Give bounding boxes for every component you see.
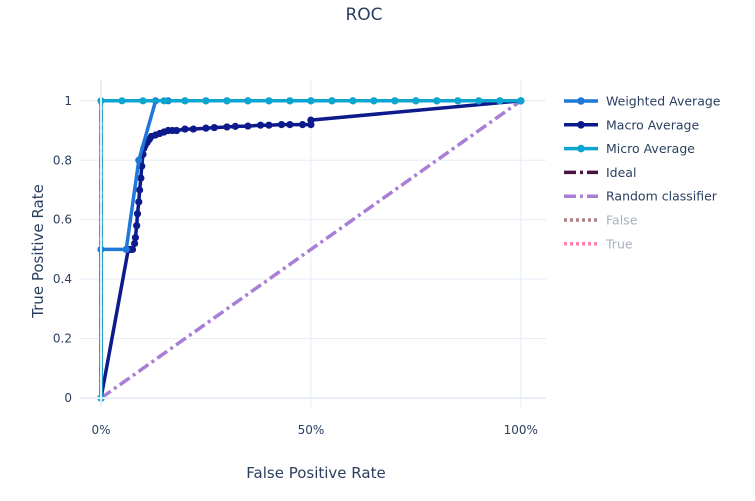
series-point-macro-average: [133, 222, 141, 230]
series-point-micro-average: [202, 97, 210, 105]
x-tick-label-1: 50%: [298, 423, 325, 437]
y-tick-label-3: 0.6: [53, 213, 72, 227]
x-tick-label-2: 100%: [504, 423, 538, 437]
series-point-micro-average: [328, 97, 336, 105]
y-tick-label-0: 0: [64, 391, 72, 405]
legend-swatch-marker: [577, 97, 585, 105]
y-tick-label-2: 0.4: [53, 272, 72, 286]
series-point-macro-average: [133, 210, 142, 218]
series-point-macro-average: [286, 120, 294, 129]
y-tick-label-1: 0.2: [53, 332, 72, 346]
y-axis-label: True Positive Rate: [29, 184, 47, 319]
legend-label: Random classifier: [606, 189, 718, 204]
chart-title: ROC: [345, 5, 382, 25]
series-point-micro-average: [412, 97, 420, 105]
series-point-micro-average: [223, 97, 231, 105]
series-point-micro-average: [496, 97, 504, 105]
legend-label: Weighted Average: [606, 94, 721, 109]
series-point-macro-average: [298, 120, 307, 129]
legend-label: Macro Average: [606, 117, 699, 132]
legend-label: False: [606, 213, 638, 228]
legend-item-random-classifier[interactable]: Random classifier: [564, 189, 718, 204]
series-point-macro-average: [244, 122, 252, 130]
series-point-macro-average: [202, 124, 210, 132]
series-point-weighted-average: [135, 156, 143, 164]
series-point-micro-average: [391, 97, 399, 105]
series-point-micro-average: [160, 97, 168, 105]
series-point-macro-average: [256, 121, 265, 129]
series-point-micro-average: [307, 97, 315, 105]
y-tick-label-5: 1: [64, 94, 72, 108]
series-point-micro-average: [286, 97, 294, 105]
series-point-micro-average: [370, 97, 378, 105]
series-point-macro-average: [277, 120, 286, 129]
series-point-macro-average: [136, 186, 144, 194]
y-tick-label-4: 0.8: [53, 153, 72, 167]
series-point-micro-average: [139, 97, 147, 105]
series-point-macro-average: [231, 122, 239, 130]
series-point-micro-average: [517, 97, 525, 105]
series-point-macro-average: [131, 233, 140, 242]
series-point-macro-average: [189, 125, 197, 133]
legend-label: Ideal: [606, 165, 636, 180]
legend-item-weighted-average[interactable]: Weighted Average: [564, 94, 721, 109]
series-line-micro-average: [99, 99, 521, 399]
series-point-micro-average: [244, 97, 252, 105]
series-point-weighted-average: [122, 245, 130, 254]
legend-item-ideal[interactable]: Ideal: [564, 165, 636, 180]
series-point-micro-average: [181, 97, 189, 105]
legend-item-false[interactable]: False: [564, 213, 638, 228]
series-point-micro-average: [349, 97, 357, 105]
series-point-macro-average: [181, 125, 189, 133]
series-point-macro-average: [128, 245, 137, 254]
series-point-macro-average: [307, 116, 315, 124]
legend-item-micro-average[interactable]: Micro Average: [564, 141, 695, 156]
series-line-random-classifier: [99, 99, 522, 400]
series-point-micro-average: [475, 97, 483, 105]
plot-grid: [80, 80, 546, 407]
legend-item-macro-average[interactable]: Macro Average: [564, 117, 699, 132]
legend-swatch-marker: [577, 121, 585, 129]
series-point-macro-average: [265, 121, 273, 129]
series-point-macro-average: [130, 239, 139, 248]
series-point-micro-average: [433, 97, 441, 105]
series-point-macro-average: [172, 126, 181, 135]
legend-label: True: [605, 236, 633, 251]
series-micro-average: [97, 97, 525, 402]
x-tick-label-0: 0%: [91, 423, 110, 437]
legend-swatch-marker: [577, 144, 585, 153]
plot-axes: 0% 50% 100% 0 0.2 0.4 0.6 0.8 1: [53, 80, 546, 437]
series-point-macro-average: [223, 123, 231, 131]
legend: Weighted Average Macro Average Micro Avera…: [564, 94, 721, 251]
series-point-macro-average: [210, 123, 218, 132]
series-point-micro-average: [265, 97, 273, 105]
series-random-classifier: [99, 99, 522, 400]
series-point-macro-average: [137, 174, 145, 182]
series-point-macro-average: [135, 198, 143, 206]
series-point-micro-average: [454, 97, 462, 105]
x-axis-label: False Positive Rate: [246, 464, 385, 482]
series-point-micro-average: [118, 97, 126, 105]
legend-label: Micro Average: [606, 141, 695, 156]
legend-item-true[interactable]: True: [564, 236, 633, 251]
